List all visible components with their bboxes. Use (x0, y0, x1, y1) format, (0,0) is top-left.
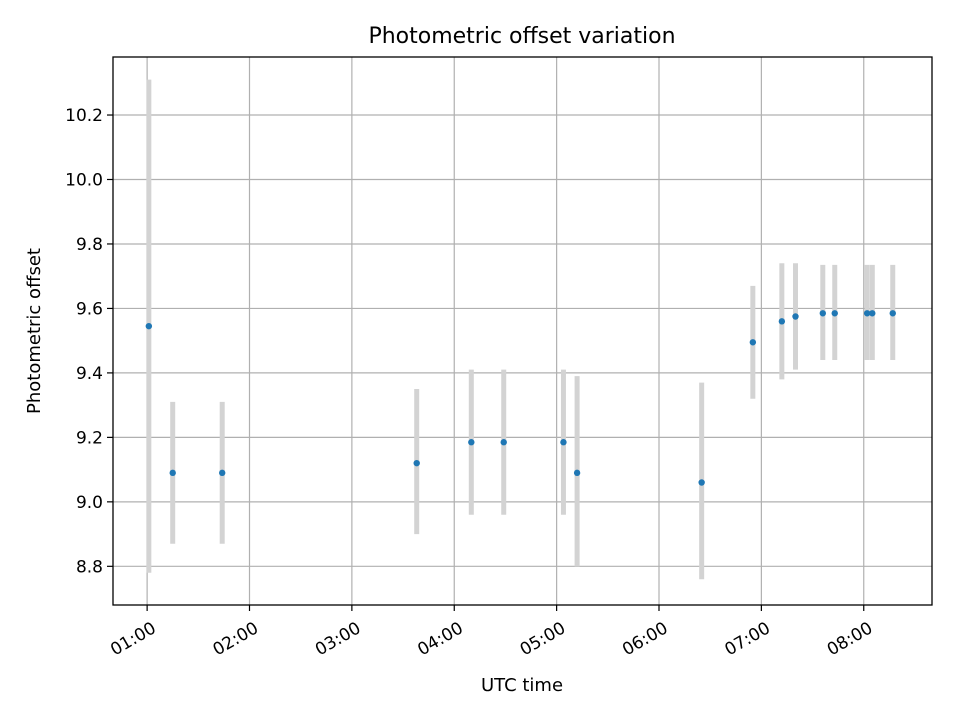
data-point (573, 469, 581, 477)
data-point (819, 310, 826, 317)
data-point (889, 310, 896, 317)
y-tick-label: 9.6 (76, 299, 103, 319)
chart-title: Photometric offset variation (368, 24, 675, 49)
data-point (749, 339, 757, 346)
y-tick-label: 10.2 (65, 106, 103, 126)
data-point (778, 318, 786, 325)
data-point (560, 439, 567, 446)
y-axis-label: Photometric offset (24, 248, 45, 414)
y-tick-label: 9.4 (76, 364, 103, 384)
y-axis-ticks: 8.8 9.0 9.2 9.4 9.6 9.8 10.0 10.2 (65, 106, 113, 577)
data-point (792, 313, 799, 320)
data-point (219, 469, 226, 477)
x-axis-label: UTC time (481, 675, 563, 696)
y-tick-label: 9.0 (76, 493, 103, 513)
y-tick-label: 9.2 (76, 428, 103, 448)
data-point (413, 459, 420, 467)
data-point (869, 310, 876, 317)
data-point (500, 439, 507, 446)
data-point (169, 469, 176, 477)
data-point (145, 322, 153, 330)
data-point (831, 310, 838, 317)
data-point (468, 439, 475, 446)
data-point (698, 479, 705, 486)
data-point (863, 310, 871, 317)
plot-frame (112, 56, 933, 606)
y-tick-label: 9.8 (76, 235, 103, 255)
y-tick-label: 8.8 (76, 557, 103, 577)
data-points (145, 310, 896, 486)
y-tick-label: 10.0 (65, 170, 103, 190)
